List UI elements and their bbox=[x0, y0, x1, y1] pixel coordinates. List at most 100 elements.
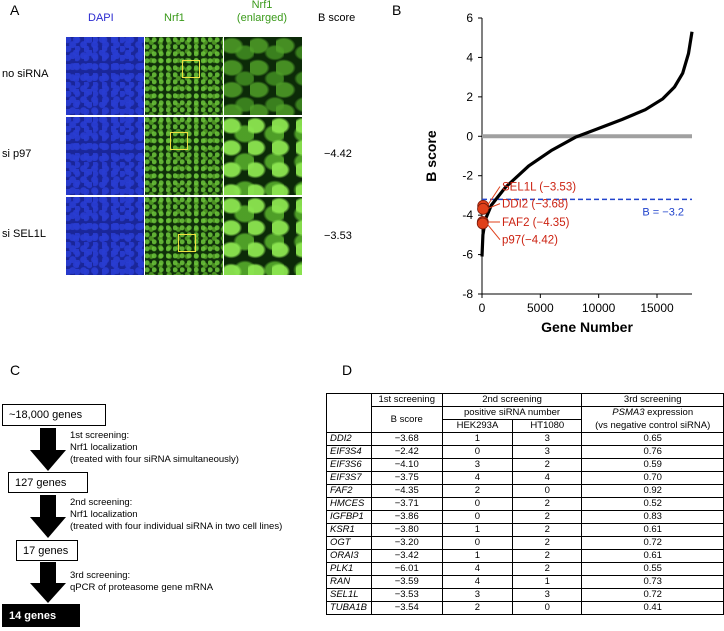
x-tick-label: 15000 bbox=[640, 301, 674, 315]
table-row: TUBA1B −3.54 2 0 0.41 bbox=[326, 601, 724, 615]
table-header-row-2: B score positive siRNA number PSMA3 expr… bbox=[326, 406, 724, 433]
hek293a-cell: 1 bbox=[441, 432, 514, 446]
bscore-cell: −6.01 bbox=[370, 562, 443, 576]
panel-c-letter: C bbox=[10, 362, 21, 378]
y-tick-label: 0 bbox=[466, 129, 473, 143]
bscore-cell: −3.54 bbox=[370, 601, 443, 615]
highlight-label: p97(−4.42) bbox=[502, 235, 558, 247]
psma3-cell: 0.41 bbox=[581, 601, 724, 615]
gene-cell: EIF3S7 bbox=[326, 471, 372, 485]
nrf1-enlarged-no-sirna bbox=[224, 37, 302, 115]
highlight-label: FAF2 (−4.35) bbox=[502, 217, 570, 229]
flow-box-127-genes: 127 genes bbox=[8, 472, 88, 493]
gene-cell: DDI2 bbox=[326, 432, 372, 446]
highlight-leader bbox=[486, 186, 501, 207]
flow-arrow-2 bbox=[30, 495, 66, 538]
table-row: HMCES −3.71 0 2 0.52 bbox=[326, 497, 724, 511]
hek293a-cell: 3 bbox=[441, 588, 514, 602]
ht1080-cell: 0 bbox=[512, 484, 583, 498]
y-tick-label: 4 bbox=[466, 50, 473, 64]
header-2nd-screening: 2nd screening bbox=[441, 393, 583, 407]
nrf1-image-si-sel1l bbox=[145, 197, 223, 275]
table-row: EIF3S7 −3.75 4 4 0.70 bbox=[326, 471, 724, 485]
table-row: IGFBP1 −3.86 0 2 0.83 bbox=[326, 510, 724, 524]
ht1080-cell: 3 bbox=[512, 432, 583, 446]
step-3-text: 3rd screening: qPCR of proteasome gene mR… bbox=[70, 570, 214, 593]
highlight-leader bbox=[486, 223, 501, 241]
bscore-cell: −3.59 bbox=[370, 575, 443, 589]
header-1st-screening: 1st screening bbox=[370, 393, 443, 407]
hek293a-cell: 0 bbox=[441, 536, 514, 550]
hek293a-cell: 2 bbox=[441, 601, 514, 615]
y-tick-label: 6 bbox=[466, 11, 473, 25]
x-axis-label: Gene Number bbox=[541, 319, 633, 335]
ht1080-cell: 2 bbox=[512, 458, 583, 472]
gene-cell: EIF3S6 bbox=[326, 458, 372, 472]
inset-box bbox=[170, 132, 188, 150]
ht1080-cell: 4 bbox=[512, 471, 583, 485]
gene-cell: EIF3S4 bbox=[326, 445, 372, 459]
nrf1-enlarged-column-label: Nrf1 (enlarged) bbox=[236, 0, 288, 24]
header-3rd-screening: 3rd screening bbox=[581, 393, 724, 407]
gene-cell: IGFBP1 bbox=[326, 510, 372, 524]
inset-box bbox=[182, 60, 200, 78]
nrf1-column-label: Nrf1 bbox=[164, 12, 185, 24]
bscore-cell: −3.20 bbox=[370, 536, 443, 550]
nrf1-enlarged-si-p97 bbox=[224, 117, 302, 195]
table-row: OGT −3.20 0 2 0.72 bbox=[326, 536, 724, 550]
gene-bscore-curve bbox=[480, 31, 694, 257]
hek293a-cell: 4 bbox=[441, 575, 514, 589]
panel-a-letter: A bbox=[10, 2, 20, 18]
table-header-row-1: 1st screening 2nd screening 3rd screenin… bbox=[326, 393, 724, 407]
table-row: RAN −3.59 4 1 0.73 bbox=[326, 575, 724, 589]
gene-cell: SEL1L bbox=[326, 588, 372, 602]
header-psma3-expression: PSMA3 expression bbox=[581, 406, 724, 420]
dapi-image-si-p97 bbox=[66, 117, 144, 195]
ht1080-cell: 2 bbox=[512, 549, 583, 563]
table-row: KSR1 −3.80 1 2 0.61 bbox=[326, 523, 724, 537]
bscore-cell: −3.86 bbox=[370, 510, 443, 524]
header-ht1080: HT1080 bbox=[512, 419, 583, 433]
dapi-image-si-sel1l bbox=[66, 197, 144, 275]
gene-cell: KSR1 bbox=[326, 523, 372, 537]
y-tick-label: -2 bbox=[462, 169, 473, 183]
bscore-cell: −4.10 bbox=[370, 458, 443, 472]
y-tick-label: -8 bbox=[462, 287, 473, 301]
bscore-si-sel1l: −3.53 bbox=[324, 230, 352, 242]
psma3-cell: 0.72 bbox=[581, 588, 724, 602]
psma3-cell: 0.59 bbox=[581, 458, 724, 472]
highlight-leader bbox=[486, 203, 501, 210]
header-positive-sirna-number: positive siRNA number bbox=[441, 406, 583, 420]
flow-box-18000-genes: ~18,000 genes bbox=[2, 404, 106, 426]
psma3-cell: 0.92 bbox=[581, 484, 724, 498]
hek293a-cell: 2 bbox=[441, 484, 514, 498]
ht1080-cell: 2 bbox=[512, 536, 583, 550]
header-hek293a: HEK293A bbox=[441, 419, 514, 433]
hek293a-cell: 0 bbox=[441, 510, 514, 524]
y-tick-label: -6 bbox=[462, 248, 473, 262]
bscore-column-label: B score bbox=[318, 12, 356, 24]
ht1080-cell: 3 bbox=[512, 445, 583, 459]
threshold-label: B = −3.2 bbox=[642, 206, 684, 218]
psma3-cell: 0.83 bbox=[581, 510, 724, 524]
bscore-si-p97: −4.42 bbox=[324, 148, 352, 160]
hek293a-cell: 0 bbox=[441, 445, 514, 459]
nrf1-image-si-p97 bbox=[145, 117, 223, 195]
step-1-text: 1st screening: Nrf1 localization (treated … bbox=[70, 430, 239, 465]
table-row: PLK1 −6.01 4 2 0.55 bbox=[326, 562, 724, 576]
hek293a-cell: 1 bbox=[441, 523, 514, 537]
nrf1-enlarged-si-sel1l bbox=[224, 197, 302, 275]
ht1080-cell: 1 bbox=[512, 575, 583, 589]
bscore-cell: −3.80 bbox=[370, 523, 443, 537]
psma3-cell: 0.70 bbox=[581, 471, 724, 485]
hek293a-cell: 4 bbox=[441, 562, 514, 576]
bscore-cell: −3.71 bbox=[370, 497, 443, 511]
hek293a-cell: 1 bbox=[441, 549, 514, 563]
dapi-column-label: DAPI bbox=[88, 12, 114, 24]
bscore-cell: −4.35 bbox=[370, 484, 443, 498]
flow-box-17-genes: 17 genes bbox=[16, 540, 78, 561]
x-tick-label: 10000 bbox=[582, 301, 616, 315]
gene-cell: OGT bbox=[326, 536, 372, 550]
hek293a-cell: 0 bbox=[441, 497, 514, 511]
flow-box-14-genes: 14 genes bbox=[2, 604, 80, 627]
